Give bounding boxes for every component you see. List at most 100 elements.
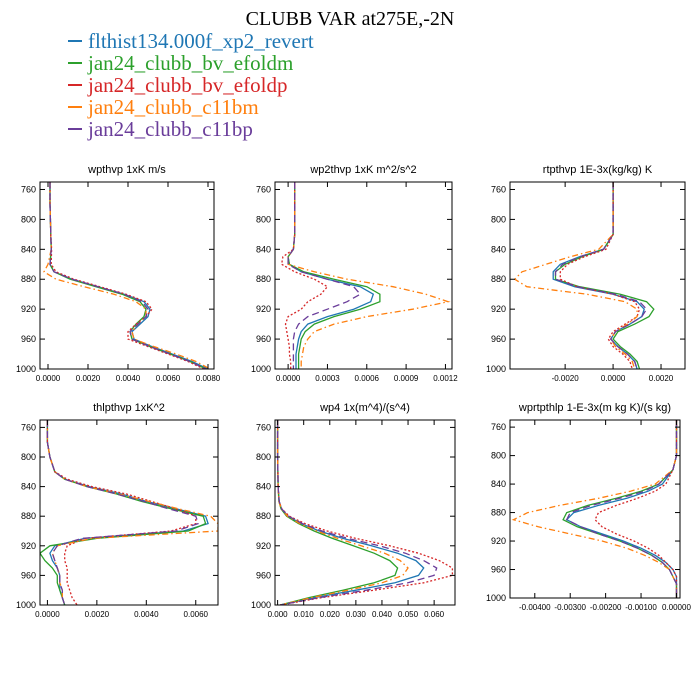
x-tick-label: 0.0003 [315,374,340,383]
x-tick-label: 0.0040 [134,610,159,619]
y-tick-label: 880 [256,511,271,521]
series-line [49,182,209,369]
series-line [276,420,399,605]
series-line [49,182,207,369]
x-tick-label: -0.00200 [590,603,622,612]
y-tick-label: 920 [491,536,506,546]
y-tick-label: 920 [256,304,271,314]
y-tick-label: 920 [21,541,36,551]
axes-frame [509,419,681,599]
axes-frame [274,181,453,370]
y-tick-label: 1000 [16,364,36,374]
legend-swatch [68,62,82,65]
y-tick-label: 1000 [486,364,506,374]
x-tick-label: -0.00400 [519,603,551,612]
panel-title: wp4 1x(m^4)/(s^4) [319,402,410,414]
legend-item: flthist134.000f_xp2_revert [68,30,314,52]
axes-frame [39,419,219,606]
series-line [276,420,454,605]
x-tick-label: 0.000 [268,610,289,619]
profile-panel: wpthvp 1xK m/s76080084088092096010000.00… [16,164,221,383]
y-tick-label: 960 [256,334,271,344]
x-tick-label: 0.040 [372,610,393,619]
y-tick-label: 840 [21,244,36,254]
axes-frame [274,419,456,606]
y-tick-label: 960 [256,570,271,580]
series-line [554,182,655,369]
x-tick-label: 0.010 [294,610,315,619]
y-tick-label: 960 [21,570,36,580]
series-line [594,420,678,598]
x-tick-label: 0.0000 [601,374,626,383]
legend-item: jan24_clubb_bv_efoldp [68,74,287,96]
y-tick-label: 1000 [251,600,271,610]
panel-title: rtpthvp 1E-3x(kg/kg) K [543,164,653,176]
x-tick-label: -0.00100 [625,603,657,612]
axes-frame [39,181,215,370]
series-line [40,420,207,605]
y-tick-label: 800 [256,214,271,224]
series-line [46,420,200,605]
y-tick-label: 760 [21,184,36,194]
y-tick-label: 880 [21,511,36,521]
x-tick-label: 0.0012 [433,374,458,383]
panel-title: wprtpthlp 1-E-3x(m kg K)/(s kg) [518,402,671,414]
y-tick-label: 840 [21,482,36,492]
y-tick-label: 960 [491,565,506,575]
x-tick-label: 0.0000 [36,374,61,383]
y-tick-label: 920 [491,304,506,314]
x-tick-label: 0.00000 [662,603,691,612]
x-tick-label: -0.0020 [552,374,580,383]
x-tick-label: 0.0000 [35,610,60,619]
legend-swatch [68,40,82,43]
y-tick-label: 800 [491,451,506,461]
x-tick-label: 0.0006 [355,374,380,383]
series-line [49,182,207,369]
profile-panel: wprtpthlp 1-E-3x(m kg K)/(s kg) 760 800 840… [486,402,691,612]
x-tick-label: 0.030 [346,610,367,619]
x-tick-label: 0.050 [398,610,419,619]
series-line [46,420,197,605]
y-tick-label: 880 [21,274,36,284]
series-line [559,182,641,369]
x-tick-label: 0.020 [320,610,341,619]
x-tick-label: 0.0009 [394,374,419,383]
series-line [552,182,645,369]
x-tick-label: 0.0040 [116,374,141,383]
x-tick-label: 0.0060 [156,374,181,383]
series-line [511,420,678,598]
y-tick-label: 800 [21,214,36,224]
y-tick-label: 920 [256,541,271,551]
y-tick-label: 880 [491,508,506,518]
series-line [276,420,425,605]
y-tick-label: 880 [256,274,271,284]
profile-panel: rtpthvp 1E-3x(kg/kg) K 760 800 840 880 920 960… [486,164,686,383]
x-tick-label: 0.0080 [196,374,221,383]
y-tick-label: 760 [491,184,506,194]
legend-label: jan24_clubb_c11bp [88,117,253,141]
legend-item: jan24_clubb_c11bm [68,96,259,118]
profile-panel: thlpthvp 1xK^276080084088092096010000.00… [16,402,219,619]
series-line [565,420,678,598]
legend-label: flthist134.000f_xp2_revert [88,29,314,53]
series-line [287,182,381,369]
legend-swatch [68,84,82,87]
y-tick-label: 840 [491,244,506,254]
x-tick-label: 0.0020 [76,374,101,383]
y-tick-label: 800 [256,452,271,462]
legend-label: jan24_clubb_c11bm [88,95,259,119]
y-tick-label: 840 [256,482,271,492]
y-tick-label: 800 [21,452,36,462]
x-tick-label: 0.0020 [649,374,674,383]
panel-title: wpthvp 1xK m/s [87,164,166,176]
series-line [562,420,678,598]
series-line [276,420,438,605]
series-line [554,182,648,369]
x-tick-label: 0.060 [424,610,445,619]
axes-frame [509,181,686,370]
series-line [513,182,638,369]
series-line [287,182,362,369]
legend-swatch [68,106,82,109]
y-tick-label: 960 [21,334,36,344]
